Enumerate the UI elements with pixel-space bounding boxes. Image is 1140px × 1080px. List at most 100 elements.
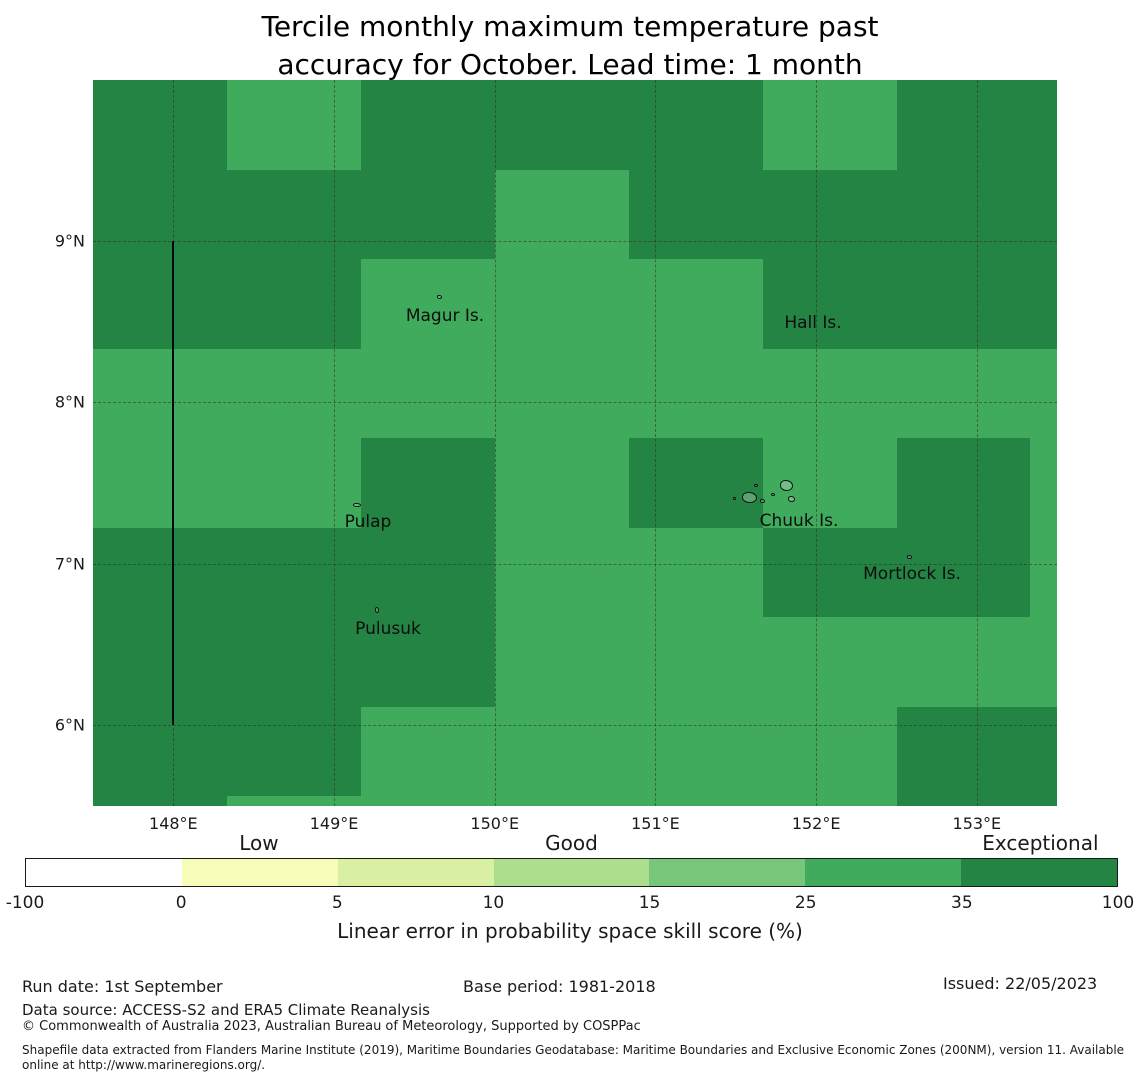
island-outline: [907, 555, 912, 559]
grid-cell: [360, 617, 496, 708]
grid-cell: [762, 348, 898, 439]
parallel-gridline: [93, 402, 1057, 404]
grid-cell: [226, 706, 362, 797]
base-period-text: Base period: 1981-2018: [463, 977, 656, 996]
grid-cell: [360, 169, 496, 260]
grid-cell: [93, 527, 228, 618]
grid-cell: [1030, 796, 1057, 806]
grid-cell: [226, 259, 362, 350]
grid-cell: [494, 169, 630, 260]
grid-cell: [1030, 169, 1057, 260]
island-outline: [754, 484, 758, 487]
grid-cell: [360, 527, 496, 618]
grid-cell: [896, 259, 1031, 350]
grid-cell: [1030, 438, 1057, 529]
grid-cell: [93, 617, 228, 708]
y-tick-label: 6°N: [54, 715, 85, 735]
grid-cell: [360, 80, 496, 171]
grid-cell: [628, 169, 764, 260]
island-outline: [771, 493, 775, 496]
x-tick-label: 150°E: [470, 814, 520, 833]
grid-cell: [360, 796, 496, 806]
chart-title-line2: accuracy for October. Lead time: 1 month: [277, 48, 863, 81]
grid-cell: [896, 169, 1031, 260]
island-outline: [733, 497, 736, 500]
colorbar-band-label: Good: [545, 831, 598, 855]
grid-cell: [628, 80, 764, 171]
meridian-gridline: [816, 80, 818, 806]
grid-cell: [494, 438, 630, 529]
run-date-text: Run date: 1st September: [22, 977, 223, 996]
grid-cell: [628, 706, 764, 797]
grid-cell: [494, 617, 630, 708]
grid-cell: [494, 796, 630, 806]
grid-cell: [762, 169, 898, 260]
colorbar-band-label: Low: [239, 831, 279, 855]
grid-cell: [628, 527, 764, 618]
grid-cell: [762, 706, 898, 797]
grid-cell: [628, 259, 764, 350]
copyright-text: © Commonwealth of Australia 2023, Austra…: [22, 1019, 641, 1034]
colorbar-tick-label: 10: [482, 893, 505, 913]
island-label: Hall Is.: [784, 313, 842, 333]
parallel-gridline: [93, 563, 1057, 565]
grid-cell: [762, 259, 898, 350]
grid-cell: [93, 80, 228, 171]
x-tick-label: 151°E: [631, 814, 680, 833]
grid-cell: [93, 706, 228, 797]
grid-cell: [1030, 259, 1057, 350]
y-tick-label: 9°N: [54, 231, 85, 251]
parallel-gridline: [93, 241, 1057, 243]
grid-cell: [226, 527, 362, 618]
grid-cell: [896, 348, 1031, 439]
island-label: Mortlock Is.: [863, 564, 961, 584]
grid-cell: [226, 438, 362, 529]
grid-cell: [93, 169, 228, 260]
island-outline: [788, 496, 795, 502]
island-outline: [353, 503, 361, 507]
colorbar-segment: [493, 859, 650, 886]
colorbar-segment: [26, 859, 182, 886]
colorbar-segment: [649, 859, 806, 886]
colorbar-axis-label: Linear error in probability space skill …: [337, 919, 803, 943]
island-outline: [375, 607, 379, 613]
grid-cell: [226, 169, 362, 260]
grid-cell: [360, 438, 496, 529]
colorbar-segment: [181, 859, 338, 886]
grid-cell: [1030, 527, 1057, 618]
grid-cell: [628, 438, 764, 529]
issued-text: Issued: 22/05/2023: [943, 974, 1098, 993]
x-tick-label: 152°E: [791, 814, 841, 833]
island-label: Pulap: [344, 512, 392, 532]
grid-cell: [494, 80, 630, 171]
grid-cell: [896, 438, 1031, 529]
y-tick-label: 7°N: [54, 554, 85, 574]
grid-cell: [360, 706, 496, 797]
colorbar: [25, 858, 1118, 887]
x-tick-label: 153°E: [952, 814, 1002, 833]
grid-cell: [226, 348, 362, 439]
grid-cell: [226, 80, 362, 171]
meridian-gridline: [334, 80, 336, 806]
chart-title-line1: Tercile monthly maximum temperature past: [261, 10, 879, 43]
grid-cell: [494, 259, 630, 350]
shapefile-note-text: Shapefile data extracted from Flanders M…: [22, 1043, 1125, 1072]
colorbar-tick-label: 25: [794, 893, 817, 913]
grid-cell: [762, 617, 898, 708]
grid-cell: [93, 796, 228, 806]
grid-cell: [628, 348, 764, 439]
colorbar-tick-label: 5: [331, 893, 343, 913]
grid-cell: [226, 617, 362, 708]
colorbar-tick-label: -100: [5, 893, 45, 913]
grid-cell: [494, 348, 630, 439]
grid-cell: [762, 796, 898, 806]
meridian-gridline: [494, 80, 496, 806]
grid-cell: [494, 706, 630, 797]
grid-cell: [762, 527, 898, 618]
meridian-gridline: [976, 80, 978, 806]
grid-cell: [628, 617, 764, 708]
grid-cell: [1030, 617, 1057, 708]
parallel-gridline: [93, 724, 1057, 726]
meridian-gridline: [655, 80, 657, 806]
